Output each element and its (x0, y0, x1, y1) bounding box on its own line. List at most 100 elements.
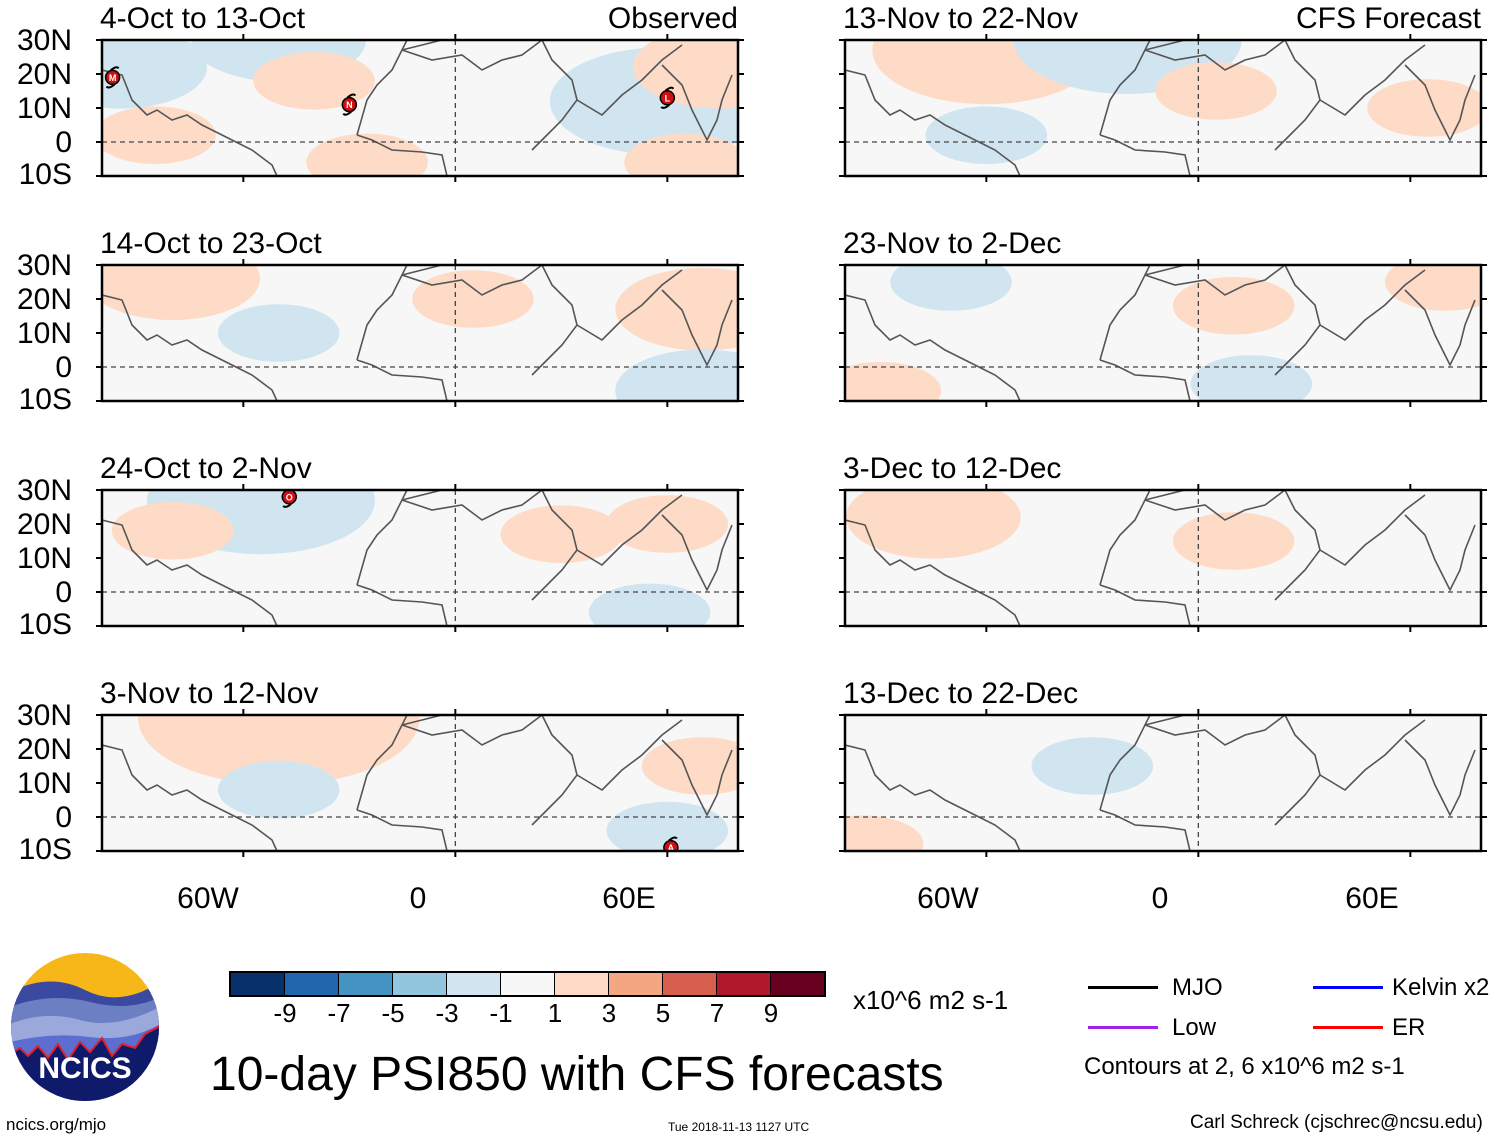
y-tick-label: 20N (16, 58, 72, 91)
map-panel (839, 34, 1487, 182)
tropical-storm-icon: O (281, 490, 298, 508)
coastline (661, 64, 733, 142)
panel-title: 3-Nov to 12-Nov (100, 677, 319, 710)
tropical-storm-icon: M (104, 66, 121, 89)
coastline (845, 744, 1021, 851)
coastline (1099, 359, 1191, 401)
y-tick-label: 30N (16, 24, 72, 57)
x-tick-label: 0 (1151, 882, 1169, 915)
anomaly-contour (606, 801, 729, 851)
storm-label: O (286, 492, 293, 502)
anomaly-contour (1190, 355, 1313, 401)
legend-line-er (1313, 1026, 1383, 1029)
coastline (1099, 490, 1151, 586)
map-panel: O (96, 484, 744, 632)
coastline (356, 809, 448, 851)
panel-title: 24-Oct to 2-Nov (100, 452, 312, 485)
anomaly-contour (253, 52, 375, 110)
colorbar-swatch (447, 973, 501, 995)
x-tick-label: 60E (1345, 882, 1399, 915)
legend-line-kelvin (1313, 986, 1383, 989)
logo-text: NCICS (38, 1052, 131, 1085)
coastline (356, 134, 448, 176)
panel-title: 13-Dec to 22-Dec (843, 677, 1079, 710)
y-tick-label: 10N (16, 767, 72, 800)
anomaly-contour (845, 490, 1021, 559)
coastline (1099, 715, 1151, 811)
tropical-storm-icon: A (663, 836, 679, 851)
y-tick-label: 20N (16, 508, 72, 541)
colorbar-tick-label: -7 (327, 998, 351, 1028)
y-tick-label: 20N (16, 733, 72, 766)
map-panel: GA (96, 709, 744, 857)
coastline (1404, 64, 1476, 142)
storm-label: G (770, 765, 777, 775)
coastline (1099, 809, 1191, 851)
y-tick-label: 10N (16, 317, 72, 350)
panel-title: 13-Nov to 22-Nov (843, 2, 1079, 35)
coastline (845, 294, 1021, 401)
panel-title: 4-Oct to 13-Oct (100, 2, 306, 35)
coastline (661, 514, 733, 592)
y-tick-label: 10S (18, 158, 72, 191)
panel-title: 23-Nov to 2-Dec (843, 227, 1062, 260)
colorbar-tick-label: -5 (381, 998, 405, 1028)
credit: Carl Schreck (cjschrec@ncsu.edu) (1190, 1112, 1483, 1133)
coastline (1319, 269, 1426, 342)
colorbar-swatch (663, 973, 717, 995)
storm-label: N (346, 100, 353, 110)
coastline (102, 744, 278, 851)
panel-title: 3-Dec to 12-Dec (843, 452, 1062, 485)
coastline (1144, 40, 1286, 71)
legend-label-low: Low (1172, 1014, 1217, 1041)
coastline (356, 359, 448, 401)
anomaly-contour (111, 502, 234, 560)
legend-line-mjo (1088, 986, 1158, 989)
x-tick-label: 60W (917, 882, 979, 915)
anomaly-contour (217, 304, 340, 362)
colorbar-swatch (609, 973, 663, 995)
coastline (1099, 134, 1191, 176)
coastline (1144, 715, 1286, 746)
colorbar-swatch (231, 973, 285, 995)
url-text[interactable]: ncics.org/mjo (6, 1115, 107, 1134)
y-tick-label: 30N (16, 249, 72, 282)
y-tick-label: 10S (18, 833, 72, 866)
coastline (102, 69, 278, 176)
colorbar-swatch (771, 973, 824, 995)
anomaly-contour (1155, 62, 1277, 120)
anomaly-contour (1367, 79, 1481, 137)
colorbar-swatch (501, 973, 555, 995)
tropical-storm-icon: T (752, 81, 766, 101)
x-tick-label: 0 (409, 882, 427, 915)
legend-label-er: ER (1392, 1014, 1426, 1041)
anomaly-contour (615, 349, 738, 401)
coastline (576, 494, 683, 567)
coastline (356, 490, 408, 586)
anomaly-contour (1384, 265, 1481, 311)
legend-label-mjo: MJO (1172, 974, 1223, 1001)
y-tick-label: 0 (55, 126, 72, 159)
anomaly-contour (845, 815, 924, 851)
anomaly-contour (615, 267, 738, 351)
y-tick-label: 20N (16, 283, 72, 316)
anomaly-contour (1172, 512, 1295, 570)
panel-tag: CFS Forecast (1295, 2, 1481, 35)
colorbar-units: x10^6 m2 s-1 (853, 985, 1009, 1015)
coastline (401, 265, 543, 296)
storm-label: L (665, 93, 671, 103)
x-tick-label: 60E (602, 882, 656, 915)
y-tick-label: 0 (55, 576, 72, 609)
anomaly-contour (500, 505, 623, 563)
colorbar-tick-label: 5 (655, 998, 671, 1028)
anomaly-contour (306, 133, 428, 176)
map-panel (839, 709, 1487, 857)
coastline (576, 44, 683, 117)
anomaly-contour (845, 362, 942, 401)
anomaly-contour (1172, 277, 1295, 335)
coastline (356, 715, 408, 811)
colorbar (229, 971, 826, 997)
coastline (356, 265, 408, 361)
colorbar-swatch (393, 973, 447, 995)
